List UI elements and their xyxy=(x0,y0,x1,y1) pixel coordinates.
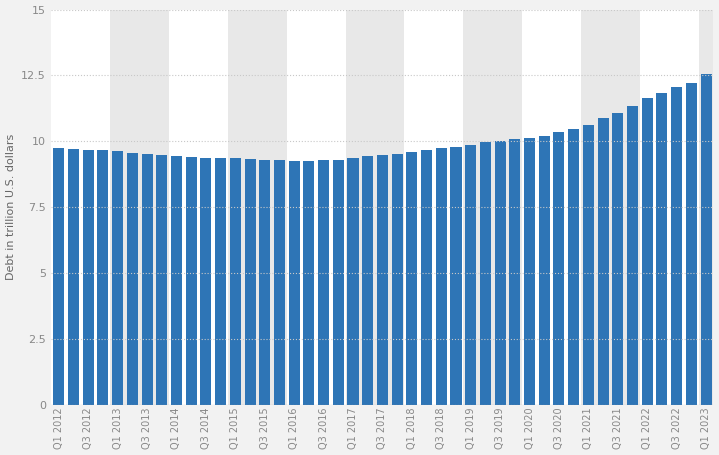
Bar xyxy=(392,154,403,405)
Bar xyxy=(421,150,432,405)
Bar xyxy=(597,118,608,405)
Bar xyxy=(112,152,123,405)
Bar xyxy=(656,93,667,405)
Bar xyxy=(583,125,594,405)
Bar xyxy=(671,87,682,405)
Bar xyxy=(686,82,697,405)
Bar xyxy=(171,156,182,405)
Bar xyxy=(347,158,359,405)
Bar xyxy=(346,10,405,405)
Bar xyxy=(568,129,580,405)
Bar xyxy=(303,161,314,405)
Bar xyxy=(97,150,109,405)
Bar xyxy=(333,160,344,405)
Bar xyxy=(230,158,241,405)
Y-axis label: Debt in trillion U.S. dollars: Debt in trillion U.S. dollars xyxy=(6,134,16,280)
Bar xyxy=(463,10,522,405)
Bar xyxy=(377,155,388,405)
Bar xyxy=(228,10,287,405)
Bar xyxy=(201,158,211,405)
Bar xyxy=(244,159,255,405)
Bar xyxy=(539,136,550,405)
Bar xyxy=(288,161,300,405)
Bar xyxy=(495,141,505,405)
Bar xyxy=(480,142,491,405)
Bar xyxy=(509,140,521,405)
Bar xyxy=(156,155,168,405)
Bar xyxy=(53,148,64,405)
Bar xyxy=(613,113,623,405)
Bar xyxy=(274,160,285,405)
Bar xyxy=(700,75,712,405)
Bar xyxy=(260,160,270,405)
Bar xyxy=(142,154,152,405)
Bar xyxy=(406,152,417,405)
Bar xyxy=(581,10,640,405)
Bar xyxy=(436,148,446,405)
Bar xyxy=(83,150,93,405)
Bar xyxy=(127,153,138,405)
Bar xyxy=(642,98,653,405)
Bar xyxy=(318,160,329,405)
Bar xyxy=(627,106,638,405)
Bar xyxy=(524,138,535,405)
Bar xyxy=(465,145,476,405)
Bar xyxy=(110,10,169,405)
Bar xyxy=(215,158,226,405)
Bar xyxy=(362,157,373,405)
Bar xyxy=(68,149,79,405)
Bar xyxy=(451,147,462,405)
Bar xyxy=(699,10,713,405)
Bar xyxy=(186,157,197,405)
Bar xyxy=(554,132,564,405)
